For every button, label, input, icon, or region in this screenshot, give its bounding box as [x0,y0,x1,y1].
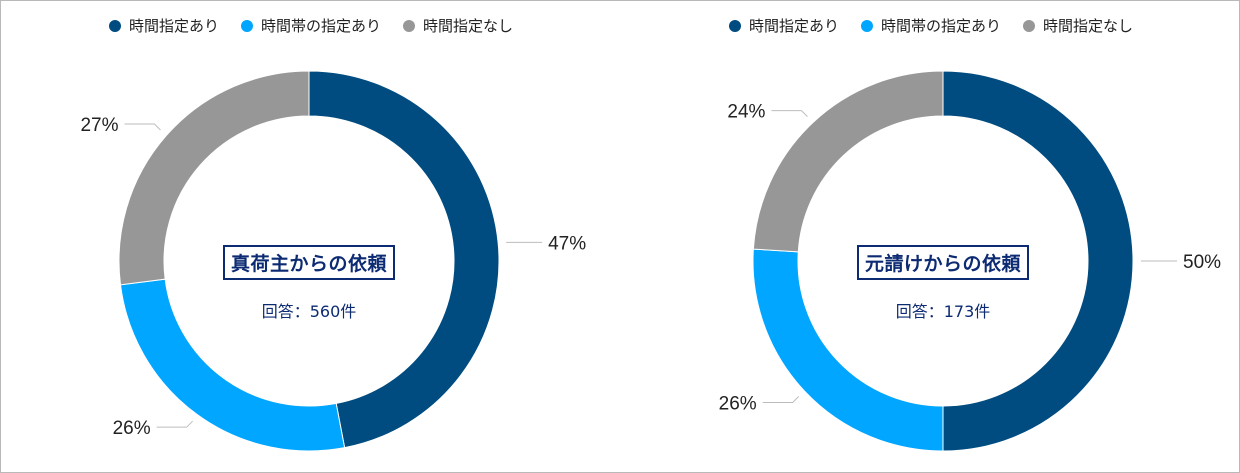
slice-no-time-specified [752,70,944,253]
chart-panel-shipper: 時間指定あり 時間帯の指定あり 時間指定なし 47% 26% 27% 真荷主からの依… [1,1,621,472]
leader-line [762,396,800,404]
legend-label: 時間指定なし [1043,17,1134,35]
legend-swatch-time-specified [108,19,121,32]
legend-item-time-specified: 時間指定あり [728,15,839,36]
legend-item-time-specified: 時間指定あり [108,15,219,36]
data-label: 27% [80,115,118,136]
donut-chart-shipper: 47% 26% 27% [80,70,586,452]
legend-label: 時間指定なし [423,17,514,35]
center-subtitle: 回答：560件 [261,302,357,321]
slice-time-specified [942,70,1134,452]
center-subtitle: 回答：173件 [895,302,991,321]
legend: 時間指定あり 時間帯の指定あり 時間指定なし [621,15,1240,36]
legend-item-time-slot-specified: 時間帯の指定あり [240,15,381,36]
legend-label: 時間帯の指定あり [260,17,381,35]
slice-time-specified [308,70,500,449]
donut-center-shipper: 真荷主からの依頼 回答：560件 [159,245,459,322]
legend-label: 時間指定あり [128,17,219,35]
data-label: 47% [548,233,586,254]
center-title: 真荷主からの依頼 [222,245,395,280]
data-label: 24% [727,102,765,123]
donut-center-prime-contractor: 元請けからの依頼 回答：173件 [793,245,1093,322]
donut-chart-prime-contractor: 50% 26% 24% [719,70,1221,452]
slice-no-time-specified [118,70,310,286]
legend-item-no-time-specified: 時間指定なし [403,15,513,36]
legend: 時間指定あり 時間帯の指定あり 時間指定なし [1,15,621,36]
legend-swatch-no-time-specified [1023,19,1035,32]
chart-panel-prime-contractor: 時間指定あり 時間帯の指定あり 時間指定なし 50% 26% 24% 元請けからの依… [621,1,1240,472]
legend-swatch-time-specified [728,19,741,32]
legend-item-no-time-specified: 時間指定なし [1023,15,1133,36]
legend-swatch-no-time-specified [403,19,415,32]
center-title: 元請けからの依頼 [856,245,1029,280]
legend-swatch-time-slot-specified [860,19,873,32]
leader-line [124,123,161,131]
leader-line [156,420,193,428]
legend-item-time-slot-specified: 時間帯の指定あり [860,15,1001,36]
data-label: 26% [719,394,757,415]
legend-label: 時間帯の指定あり [880,17,1001,35]
data-label: 26% [113,418,151,439]
data-label: 50% [1183,252,1221,273]
leader-line [771,110,808,118]
legend-swatch-time-slot-specified [240,19,253,32]
legend-label: 時間指定あり [748,17,839,35]
